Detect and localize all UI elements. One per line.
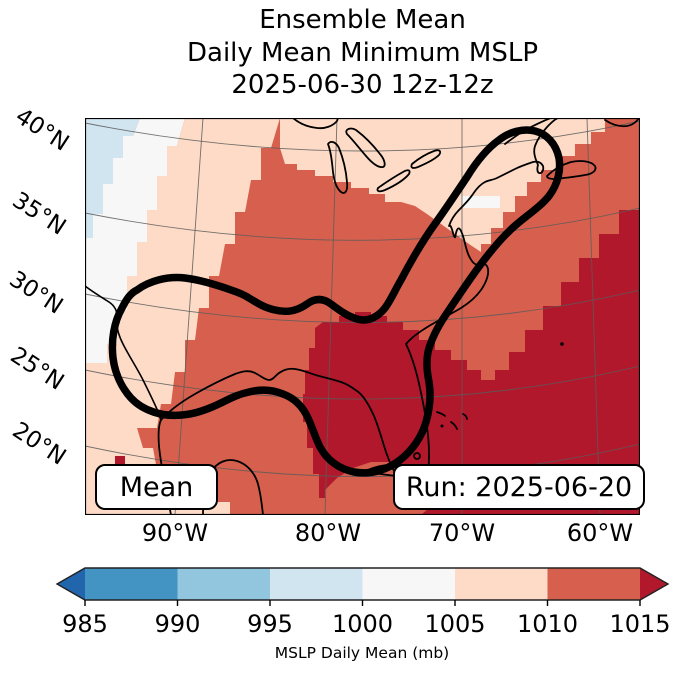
colorbar-seg-985-990: [85, 568, 178, 600]
x-tick-60w: 60°W: [566, 519, 634, 547]
mslp-fill-1005-1010-west: [85, 118, 280, 515]
mean-annotation-label: Mean: [119, 471, 194, 503]
bermuda-dot: [560, 342, 564, 346]
mslp-fill-995-1000: [85, 118, 140, 238]
colorbar-seg-1000-1005: [362, 568, 455, 600]
colorbar-tick-1010: 1010: [517, 610, 578, 638]
colorbar-tick-995: 995: [247, 610, 293, 638]
colorbar-tick-985: 985: [62, 610, 108, 638]
title-block: Ensemble Mean Daily Mean Minimum MSLP 20…: [85, 4, 640, 102]
lake-okeechobee: [413, 452, 421, 460]
map-canvas: [85, 118, 640, 515]
map-area: Mean Run: 2025-06-20: [85, 118, 645, 515]
mean-annotation-box: Mean: [95, 464, 218, 510]
map-frame: [85, 118, 640, 515]
x-tick-80w: 80°W: [294, 519, 362, 547]
x-tick-90w: 90°W: [141, 519, 209, 547]
colorbar-seg-995-1000: [270, 568, 363, 600]
title-line-3: 2025-06-30 12z-12z: [231, 70, 494, 100]
title-line-1: Ensemble Mean: [259, 5, 466, 35]
colorbar-tick-990: 990: [155, 610, 201, 638]
colorbar-tick-1015: 1015: [609, 610, 670, 638]
colorbar-seg-1010-1015: [547, 568, 640, 600]
colorbar: 985 990 995 1000 1005 1010 1015 MSLP Dai…: [55, 567, 671, 662]
mslp-fill-over-1015: [303, 210, 640, 515]
mslp-fill-1000-1005-patch: [462, 196, 500, 208]
colorbar-axis-label: MSLP Daily Mean (mb): [275, 644, 449, 662]
x-tick-70w: 70°W: [428, 519, 496, 547]
colorbar-seg-1005-1010: [455, 568, 548, 600]
colorbar-over-arrow: [640, 568, 668, 600]
run-annotation-box: Run: 2025-06-20: [393, 464, 645, 510]
colorbar-tickmarks: [84, 600, 641, 606]
colorbar-tick-1000: 1000: [332, 610, 393, 638]
y-tick-25n: 25°N: [5, 342, 69, 396]
colorbar-seg-990-995: [177, 568, 270, 600]
y-tick-40n: 40°N: [10, 103, 74, 157]
title-line-2: Daily Mean Minimum MSLP: [186, 37, 538, 68]
y-tick-20n: 20°N: [7, 417, 71, 471]
y-tick-30n: 30°N: [4, 266, 68, 320]
island-dot: [440, 424, 444, 428]
y-tick-35n: 35°N: [7, 187, 71, 241]
colorbar-under-arrow: [57, 568, 85, 600]
colorbar-tick-1005: 1005: [424, 610, 485, 638]
run-annotation-label: Run: 2025-06-20: [405, 471, 633, 503]
mslp-fill-over-1015-speck: [115, 456, 125, 466]
ensemble-contour: [108, 126, 564, 477]
